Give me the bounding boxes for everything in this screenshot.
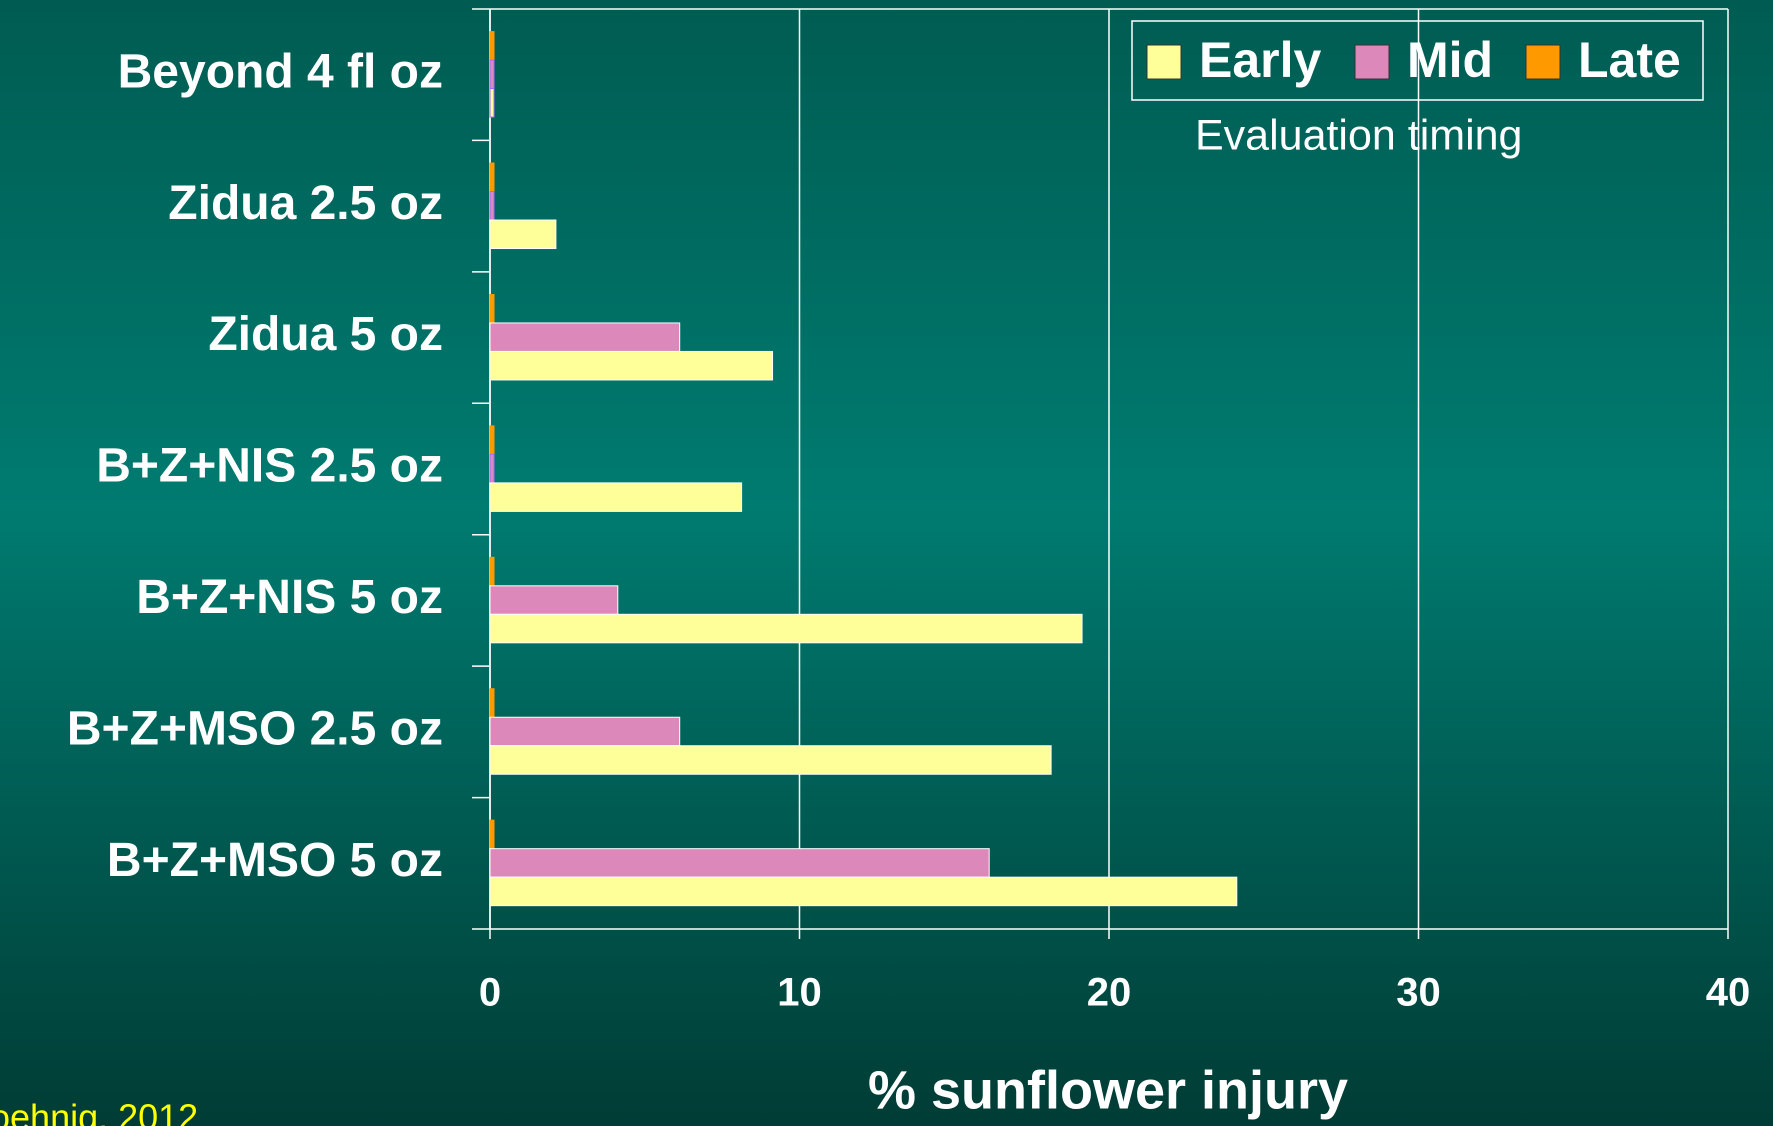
bar [489, 88, 495, 118]
x-axis-title: % sunflower injury [868, 1060, 1348, 1120]
bar [489, 350, 774, 381]
bar [489, 716, 681, 747]
legend-swatch [1146, 44, 1182, 80]
y-tick-label: Zidua 2.5 oz [168, 177, 443, 230]
y-tick-label: B+Z+NIS 2.5 oz [96, 440, 443, 493]
source: oehnig, 2012 [0, 1097, 198, 1126]
bar [489, 59, 495, 90]
bar [489, 613, 1083, 644]
bar [489, 688, 495, 718]
x-tick-label: 0 [479, 971, 501, 1015]
x-tick-label: 40 [1706, 971, 1751, 1015]
bar [489, 219, 557, 250]
x-tick-label: 10 [777, 971, 822, 1015]
bar [489, 876, 1238, 907]
bar [489, 322, 681, 352]
x-tick-label: 20 [1087, 971, 1132, 1015]
bar [489, 819, 495, 850]
bar [489, 453, 495, 484]
bar [489, 425, 495, 455]
legend-label: Mid [1407, 32, 1493, 88]
bar [489, 745, 1052, 775]
bar [489, 191, 495, 221]
legend-swatch [1525, 44, 1561, 80]
legend-title: Evaluation timing [1195, 111, 1522, 159]
y-tick-label: B+Z+NIS 5 oz [136, 571, 443, 624]
legend-swatch [1354, 44, 1390, 80]
bar [489, 556, 495, 587]
x-tick-label: 30 [1396, 971, 1441, 1015]
bar [489, 848, 990, 878]
y-tick-label: Beyond 4 fl oz [118, 45, 443, 98]
y-tick-label: B+Z+MSO 5 oz [107, 834, 443, 887]
legend-box [1131, 20, 1704, 101]
bar [489, 162, 495, 193]
bar [489, 585, 619, 615]
legend-label: Early [1199, 32, 1322, 88]
bar [489, 293, 495, 324]
legend-label: Late [1578, 32, 1681, 88]
y-tick-label: B+Z+MSO 2.5 oz [67, 703, 443, 756]
y-tick-label: Zidua 5 oz [208, 308, 443, 361]
bar [489, 31, 495, 61]
bar [489, 482, 743, 512]
